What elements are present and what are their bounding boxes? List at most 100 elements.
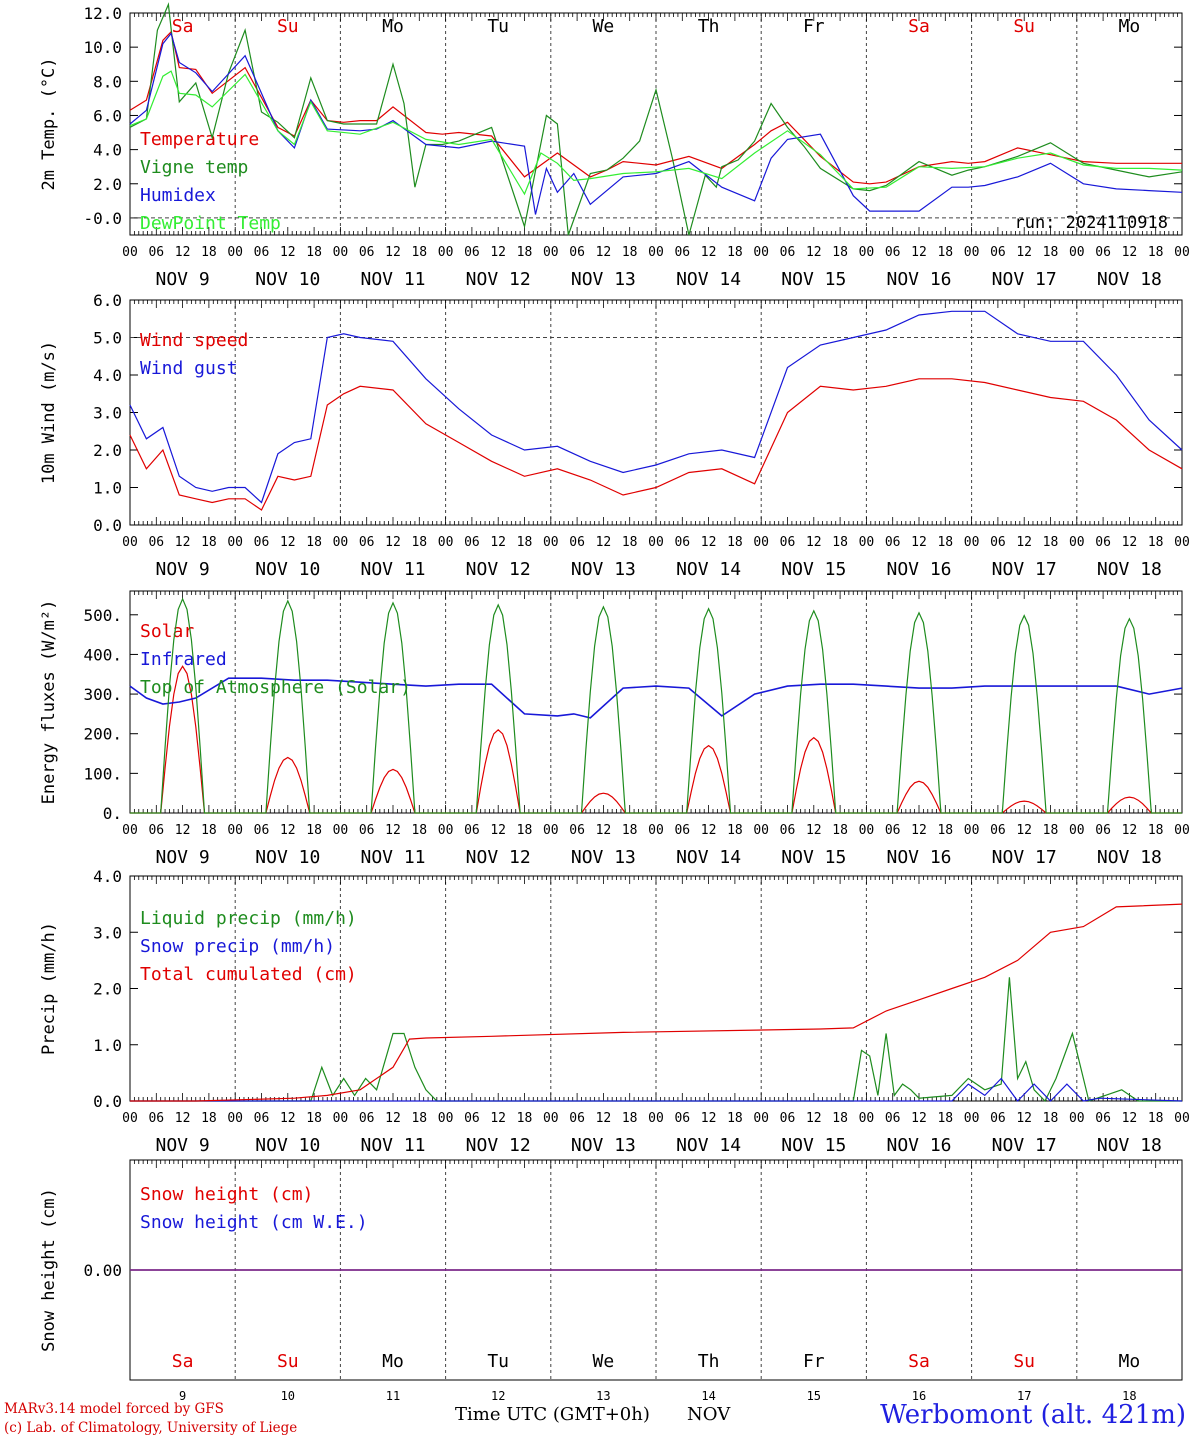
hour-label: 06 [359, 535, 375, 550]
hour-label: 12 [596, 245, 612, 260]
hour-label: 00 [1069, 1111, 1085, 1126]
y-tick-label: 12.0 [83, 4, 122, 23]
date-label: NOV 13 [571, 559, 636, 580]
hour-label: 06 [569, 823, 585, 838]
weekday-label: We [593, 16, 615, 37]
y-tick-label: 0.00 [83, 1261, 122, 1280]
hour-label: 06 [254, 823, 270, 838]
hour-label: 18 [1043, 1111, 1059, 1126]
series-line-liquid-precip-mm-h- [130, 977, 1182, 1103]
hour-label: 18 [517, 535, 533, 550]
hour-label: 00 [964, 535, 980, 550]
hour-label: 12 [385, 535, 401, 550]
y-tick-label: 4.0 [93, 366, 122, 385]
hour-label: 06 [674, 535, 690, 550]
hour-label: 18 [1148, 245, 1164, 260]
y-tick-label: 2.0 [93, 441, 122, 460]
series-line-humidex [129, 32, 1183, 215]
legend-entry: Snow height (cm) [140, 1184, 313, 1205]
hour-label: 00 [1174, 535, 1190, 550]
hour-label: 12 [911, 1111, 927, 1126]
hour-label: 00 [859, 535, 875, 550]
hour-label: 06 [885, 245, 901, 260]
weekday-label: Sa [908, 1351, 930, 1372]
date-label: NOV 18 [1097, 1135, 1162, 1156]
legend-entry: Temperature [140, 129, 259, 150]
hour-label: 00 [543, 823, 559, 838]
date-label: NOV 14 [676, 269, 741, 290]
hour-label: 12 [280, 535, 296, 550]
hour-label: 12 [490, 245, 506, 260]
y-tick-label: 300. [83, 685, 122, 704]
date-label: NOV 11 [360, 847, 425, 868]
hour-label: 12 [596, 823, 612, 838]
hour-label: 00 [438, 535, 454, 550]
hour-label: 00 [227, 1111, 243, 1126]
hour-label: 06 [780, 1111, 796, 1126]
y-tick-label: 2.0 [93, 980, 122, 999]
hour-label: 18 [306, 1111, 322, 1126]
y-tick-label: 400. [83, 645, 122, 664]
hour-label: 06 [254, 535, 270, 550]
hour-label: 12 [1122, 245, 1138, 260]
hour-label: 06 [780, 245, 796, 260]
day-number-label: 9 [179, 1389, 186, 1403]
hour-label: 00 [333, 245, 349, 260]
hour-label: 06 [990, 535, 1006, 550]
hour-label: 18 [622, 245, 638, 260]
series-line-top-of-atmosphere-solar- [130, 597, 1182, 814]
y-tick-label: 1.0 [93, 1036, 122, 1055]
y-tick-label: 2.0 [93, 175, 122, 194]
date-label: NOV 10 [255, 269, 320, 290]
hour-label: 12 [175, 535, 191, 550]
hour-label: 12 [175, 245, 191, 260]
hour-label: 12 [701, 245, 717, 260]
legend-entry: Infrared [140, 649, 227, 670]
date-label: NOV 12 [466, 847, 531, 868]
hour-label: 00 [859, 245, 875, 260]
date-label: NOV 11 [360, 559, 425, 580]
y-axis-label: Energy fluxes (W/m²) [39, 600, 59, 805]
hour-label: 00 [753, 1111, 769, 1126]
y-axis-label: Precip (mm/h) [39, 922, 59, 1055]
hour-label: 12 [490, 535, 506, 550]
date-label: NOV 15 [781, 559, 846, 580]
hour-label: 00 [859, 823, 875, 838]
hour-label: 12 [385, 1111, 401, 1126]
day-number-label: 18 [1122, 1389, 1136, 1403]
hour-label: 00 [543, 1111, 559, 1126]
hour-label: 06 [780, 823, 796, 838]
y-tick-label: 10.0 [83, 38, 122, 57]
hour-label: 00 [964, 823, 980, 838]
legend-entry: DewPoint Temp [140, 213, 281, 234]
y-tick-label: 1.0 [93, 479, 122, 498]
hour-label: 12 [280, 1111, 296, 1126]
date-label: NOV 13 [571, 847, 636, 868]
hour-label: 18 [306, 535, 322, 550]
hour-label: 18 [201, 823, 217, 838]
day-number-label: 16 [912, 1389, 926, 1403]
date-label: NOV 12 [466, 559, 531, 580]
series-line-snow-precip-mm-h- [130, 1077, 1183, 1102]
y-tick-label: 0. [103, 804, 122, 823]
hour-label: 00 [1174, 1111, 1190, 1126]
y-axis-label: 2m Temp. (°C) [39, 57, 59, 190]
date-label: NOV 18 [1097, 559, 1162, 580]
hour-label: 18 [832, 245, 848, 260]
y-tick-label: 0.0 [93, 516, 122, 535]
date-label: NOV 14 [676, 847, 741, 868]
hour-label: 06 [148, 245, 164, 260]
y-tick-label: 6.0 [93, 291, 122, 310]
hour-label: 18 [1043, 823, 1059, 838]
hour-label: 06 [885, 535, 901, 550]
hour-label: 06 [1095, 535, 1111, 550]
hour-label: 12 [280, 823, 296, 838]
y-tick-label: 3.0 [93, 404, 122, 423]
hour-label: 18 [727, 535, 743, 550]
hour-label: 00 [333, 1111, 349, 1126]
hour-label: 12 [1016, 823, 1032, 838]
hour-label: 18 [622, 823, 638, 838]
hour-label: 00 [964, 245, 980, 260]
weekday-label: Th [698, 1351, 720, 1372]
